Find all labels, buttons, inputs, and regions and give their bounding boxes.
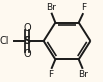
Text: Br: Br [78,70,88,79]
Text: F: F [82,3,87,12]
Text: F: F [48,70,53,79]
Text: Br: Br [46,3,56,12]
Text: Cl: Cl [0,36,9,46]
Text: O: O [23,23,31,33]
Text: O: O [23,49,31,59]
Text: S: S [23,36,31,46]
